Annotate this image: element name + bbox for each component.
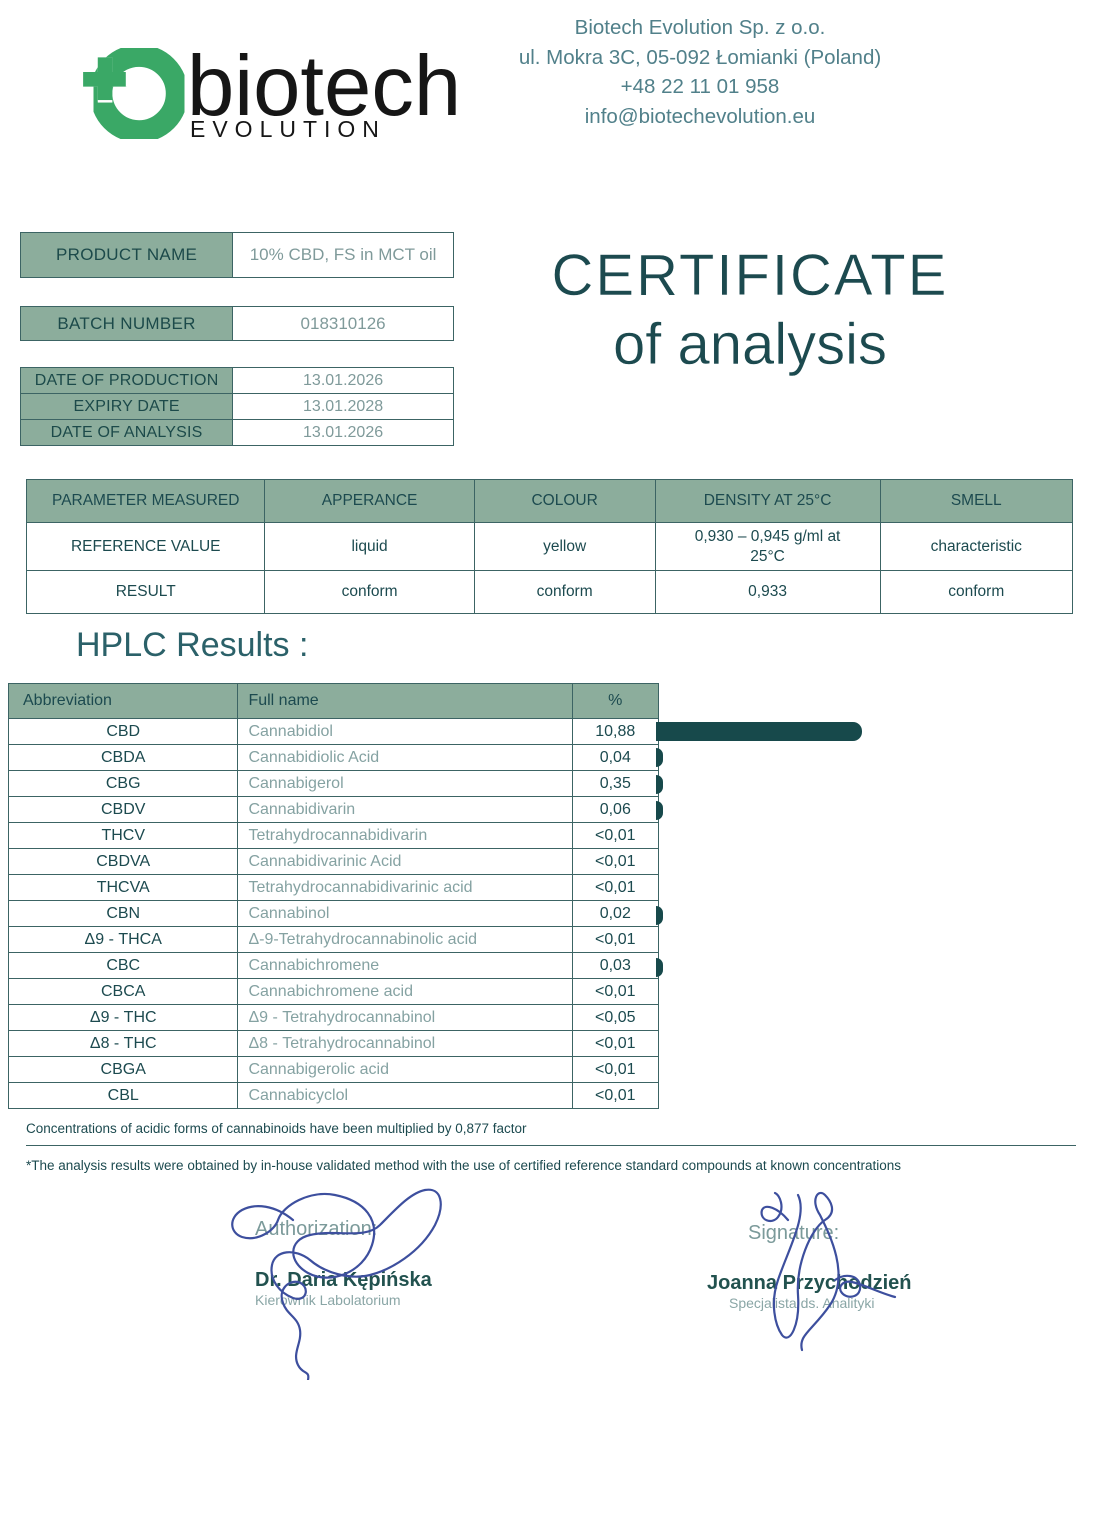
svg-text:EVOLUTION: EVOLUTION [190, 116, 386, 140]
